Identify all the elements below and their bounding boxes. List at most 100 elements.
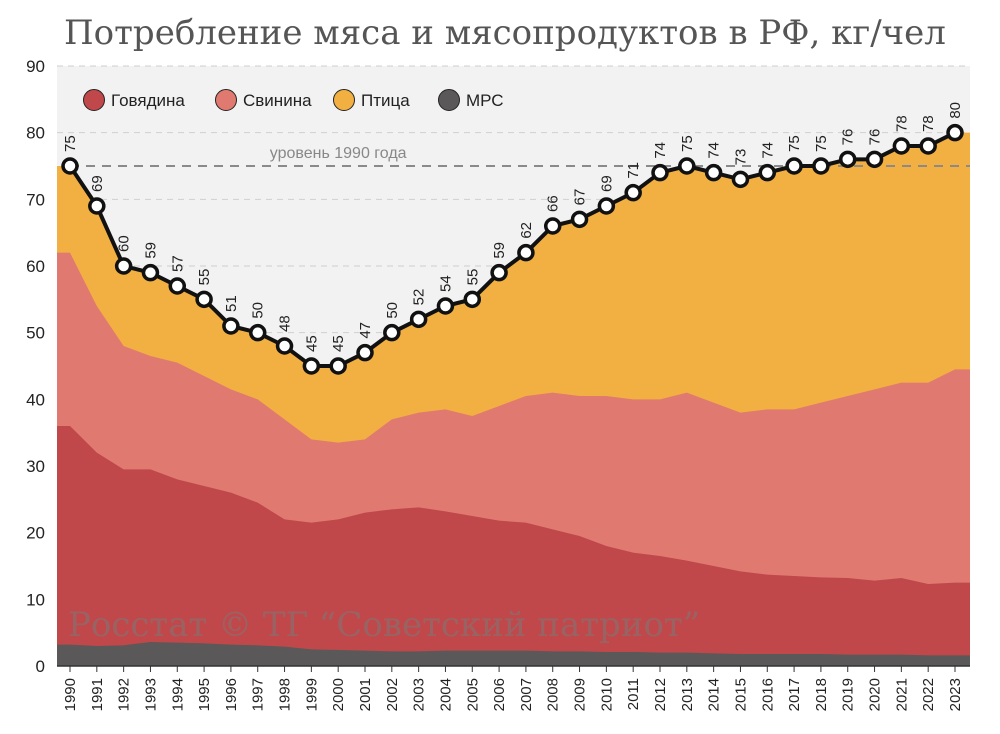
x-tick-label: 1993 (142, 678, 159, 711)
data-label: 74 (652, 142, 669, 159)
total-point (785, 157, 803, 175)
reference-line-label: уровень 1990 года (270, 145, 407, 162)
x-tick-label: 2021 (893, 678, 910, 711)
x-tick-label: 2008 (545, 678, 562, 711)
total-point (946, 123, 964, 142)
area-beef (57, 426, 970, 666)
x-tick-label: 1992 (116, 678, 133, 711)
total-point (597, 197, 616, 215)
x-tick-label: 2018 (813, 678, 830, 711)
y-tick-label: 60 (26, 257, 45, 276)
total-line-path (68, 130, 956, 368)
total-point (383, 323, 401, 342)
area-mrs (57, 642, 970, 666)
y-tick-label: 70 (26, 190, 45, 209)
data-label: 47 (357, 322, 374, 339)
total-point (543, 217, 562, 235)
x-tick-label: 2011 (625, 678, 642, 710)
total-point (302, 357, 321, 375)
data-label: 59 (491, 242, 508, 259)
stacked-areas (57, 132, 970, 666)
total-point (114, 257, 133, 275)
x-tick-label: 2004 (437, 678, 454, 711)
total-point (329, 357, 347, 375)
data-label: 45 (330, 335, 347, 352)
x-tick-label: 2012 (652, 678, 669, 711)
x-tick-label: 2016 (759, 678, 776, 711)
x-axis: 1990 1991 1992 1993 1994 1995 1996 1997 1998 1999… (62, 666, 964, 711)
total-point (624, 183, 642, 202)
data-label: 52 (411, 289, 428, 306)
legend-swatch (215, 89, 237, 111)
x-tick-label: 2009 (572, 678, 589, 711)
x-tick-label: 2020 (867, 678, 884, 711)
y-tick-label: 10 (26, 590, 45, 609)
total-point (570, 210, 589, 229)
x-tick-label: 2015 (732, 678, 749, 711)
total-point (141, 263, 160, 282)
x-tick-label: 2022 (920, 678, 937, 711)
data-label: 59 (142, 242, 159, 259)
y-tick-label: 30 (26, 457, 45, 476)
total-point (436, 297, 455, 315)
legend-item-poultry: Птица (333, 89, 410, 111)
legend-label: Свинина (243, 91, 312, 110)
legend-label: Птица (361, 91, 410, 110)
x-tick-label: 2023 (947, 678, 964, 711)
data-label: 66 (545, 195, 562, 212)
data-label: 57 (169, 255, 186, 272)
legend-item-beef: Говядина (83, 89, 185, 111)
x-tick-label: 2003 (411, 678, 428, 711)
data-label: 50 (384, 302, 401, 319)
x-tick-label: 1998 (277, 678, 294, 711)
data-label: 69 (89, 175, 106, 192)
total-point (838, 150, 857, 169)
total-point (222, 317, 240, 335)
x-tick-label: 2006 (491, 678, 508, 711)
total-point (248, 323, 267, 342)
x-tick-label: 2019 (840, 678, 857, 711)
total-point (731, 170, 750, 189)
y-axis: 0 10 20 30 40 50 60 70 80 90 (26, 57, 970, 676)
legend-label: МРС (466, 91, 504, 110)
x-tick-label: 1996 (223, 678, 240, 711)
data-label: 60 (116, 235, 133, 252)
data-label: 76 (867, 129, 884, 146)
data-label: 75 (679, 135, 696, 152)
data-label: 75 (813, 135, 830, 152)
data-label: 80 (947, 102, 964, 119)
data-label: 75 (786, 135, 803, 152)
total-point (892, 137, 911, 155)
data-label: 51 (223, 295, 240, 312)
legend-label: Говядина (111, 91, 185, 110)
x-tick-label: 1991 (89, 678, 106, 711)
data-label: 74 (759, 142, 776, 159)
total-point (678, 157, 696, 175)
total-point (195, 290, 213, 309)
data-label: 74 (706, 142, 723, 159)
total-point (275, 337, 294, 355)
data-label: 54 (437, 275, 454, 292)
total-point (704, 163, 723, 182)
total-point (356, 343, 374, 362)
x-tick-label: 2013 (679, 678, 696, 711)
x-tick-label: 2002 (384, 678, 401, 711)
data-label: 67 (572, 189, 589, 206)
y-tick-label: 40 (26, 390, 45, 409)
data-label: 76 (840, 129, 857, 146)
total-line (61, 123, 964, 375)
legend: Говядина Свинина Птица МРС (83, 89, 504, 111)
x-tick-label: 1999 (303, 678, 320, 711)
chart-title: Потребление мяса и мясопродуктов в РФ, к… (64, 13, 946, 53)
legend-item-mrs: МРС (438, 89, 504, 111)
data-label: 69 (598, 175, 615, 192)
x-tick-label: 2005 (464, 678, 481, 711)
y-tick-label: 80 (26, 124, 45, 143)
data-label: 62 (518, 222, 535, 239)
x-tick-label: 2010 (598, 678, 615, 711)
data-label: 78 (920, 115, 937, 132)
x-tick-label: 2017 (786, 678, 803, 711)
data-label: 78 (893, 115, 910, 132)
data-label: 73 (732, 149, 749, 166)
